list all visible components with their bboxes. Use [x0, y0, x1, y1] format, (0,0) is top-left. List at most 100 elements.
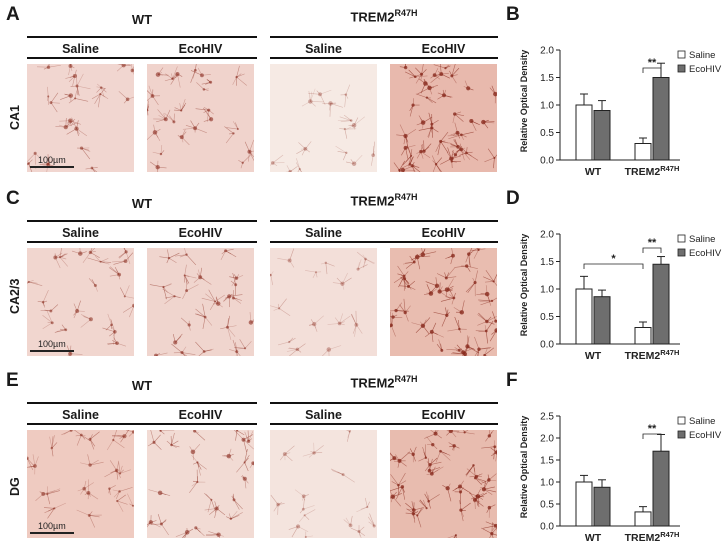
panel-letter: A: [6, 4, 20, 25]
y-tick-label: 0.0: [540, 156, 554, 167]
group-line-wt: [27, 402, 257, 404]
x-category-label-sup: R47H: [660, 348, 679, 357]
legend-label: EcoHIV: [689, 64, 722, 75]
group-title-wt: WT: [131, 12, 153, 27]
group-title-trem2: TREM2R47H: [270, 8, 498, 24]
significance-label: **: [648, 423, 657, 435]
histology-image: [147, 248, 254, 356]
condition-wt-ecohiv: EcoHIV: [178, 408, 223, 422]
scale-bar-label: 100µm: [38, 339, 66, 349]
significance-label: **: [648, 57, 657, 69]
histology-image: [147, 64, 254, 172]
group-title-wt: WT: [131, 378, 153, 393]
significance-label: *: [611, 253, 616, 265]
x-category-label-base: TREM2: [625, 350, 661, 362]
subgroup-line: [270, 423, 498, 425]
histology-image: [270, 430, 377, 538]
group-title-trem2: TREM2R47H: [270, 374, 498, 390]
panel-letter: E: [6, 370, 19, 391]
condition-wt-saline: Saline: [62, 408, 99, 422]
chart-panel-letter: B: [506, 4, 520, 25]
bar-chart: 0.0 0.5 1.0 1.5 2.0 2.5 Relative Optical Densi…: [519, 412, 722, 545]
x-category-label: TREM2R47H: [625, 530, 680, 544]
group-title-trem2-base: TREM2: [350, 9, 395, 25]
y-tick-label: 1.0: [540, 478, 554, 489]
bar-saline: [575, 481, 593, 527]
condition-trem2-ecohiv: EcoHIV: [421, 42, 466, 56]
condition-wt-ecohiv: EcoHIV: [178, 42, 223, 56]
significance-bracket: [583, 263, 644, 269]
histology-image: [270, 248, 377, 356]
histology-image: [390, 248, 497, 356]
condition-trem2-saline: Saline: [305, 226, 342, 240]
x-category-label-base: WT: [585, 166, 602, 178]
x-category-label: WT: [585, 532, 602, 544]
condition-trem2-saline: Saline: [305, 42, 342, 56]
bar-ecohiv: [593, 486, 611, 527]
histology-image: [27, 248, 134, 356]
x-category-label: TREM2R47H: [625, 164, 680, 178]
x-category-label-base: WT: [585, 532, 602, 544]
legend-label: Saline: [689, 234, 715, 245]
y-tick-label: 1.5: [540, 257, 554, 268]
legend-swatch: [677, 430, 686, 439]
legend-swatch: [677, 50, 686, 59]
y-tick-label: 0.5: [540, 500, 554, 511]
x-category-label: TREM2R47H: [625, 348, 680, 362]
scale-bar: [30, 532, 74, 534]
chart-panel-letter: F: [506, 370, 518, 391]
panel-letter: C: [6, 188, 20, 209]
y-tick-label: 1.5: [540, 73, 554, 84]
group-line-trem2: [270, 36, 498, 38]
group-title-trem2-base: TREM2: [350, 375, 395, 391]
x-category-label-sup: R47H: [660, 530, 679, 539]
bar-saline: [634, 511, 652, 527]
bar-saline: [634, 143, 652, 161]
scale-bar-label: 100µm: [38, 155, 66, 165]
x-category-label-base: TREM2: [625, 532, 661, 544]
legend-swatch: [677, 234, 686, 243]
bar-chart: 0.0 0.5 1.0 1.5 2.0 Relative Optical Density W…: [519, 46, 722, 179]
legend-swatch: [677, 416, 686, 425]
bar-ecohiv: [652, 77, 670, 161]
y-axis-label: Relative Optical Density: [519, 50, 529, 153]
histology-image: [27, 64, 134, 172]
group-line-wt: [27, 220, 257, 222]
histology-image: [390, 64, 497, 172]
group-line-trem2: [270, 402, 498, 404]
y-tick-label: 0.0: [540, 522, 554, 533]
y-tick-label: 1.5: [540, 456, 554, 467]
histology-image: [27, 430, 134, 538]
subgroup-line: [270, 57, 498, 59]
significance-bracket: [642, 67, 662, 73]
subgroup-line: [270, 241, 498, 243]
region-label: CA2/3: [8, 278, 22, 314]
bar-saline: [575, 288, 593, 345]
legend-label: EcoHIV: [689, 248, 722, 259]
chart-panel-letter: D: [506, 188, 520, 209]
legend-swatch: [677, 64, 686, 73]
group-title-wt: WT: [131, 196, 153, 211]
x-category-label-base: TREM2: [625, 166, 661, 178]
y-tick-label: 0.5: [540, 128, 554, 139]
x-category-label-base: WT: [585, 350, 602, 362]
histology-image: [270, 64, 377, 172]
group-line-trem2: [270, 220, 498, 222]
scale-bar: [30, 166, 74, 168]
region-label: CA1: [8, 104, 22, 130]
legend-label: Saline: [689, 416, 715, 427]
y-tick-label: 2.0: [540, 230, 554, 241]
bar-ecohiv: [593, 110, 611, 161]
y-tick-label: 2.5: [540, 412, 554, 423]
x-category-label: WT: [585, 350, 602, 362]
bar-ecohiv: [593, 296, 611, 345]
y-axis-label: Relative Optical Density: [519, 416, 529, 519]
x-category-label: WT: [585, 166, 602, 178]
significance-bracket: [642, 433, 662, 439]
y-tick-label: 2.0: [540, 434, 554, 445]
significance-label: **: [648, 237, 657, 249]
condition-wt-ecohiv: EcoHIV: [178, 226, 223, 240]
bar-ecohiv: [652, 450, 670, 527]
bar-saline: [575, 104, 593, 161]
bar-chart: 0.0 0.5 1.0 1.5 2.0 Relative Optical Density W…: [519, 230, 722, 363]
